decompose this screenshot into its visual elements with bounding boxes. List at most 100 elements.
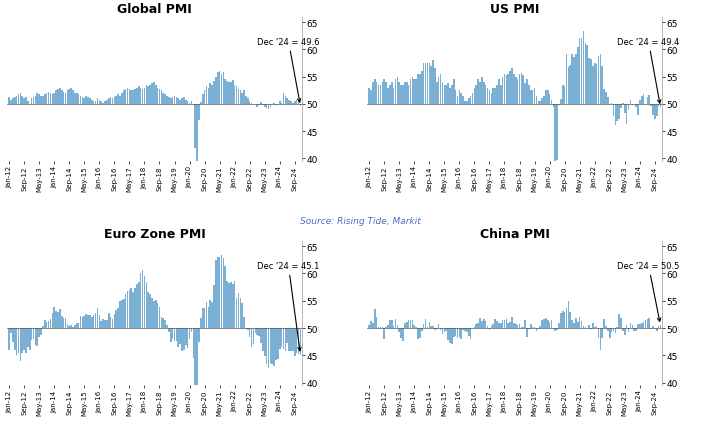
Bar <box>577 322 579 328</box>
Bar <box>538 102 539 105</box>
Bar <box>138 282 140 328</box>
Bar <box>104 320 106 328</box>
Bar <box>654 105 656 119</box>
Bar <box>104 102 106 105</box>
Bar <box>251 328 253 347</box>
Bar <box>269 105 271 107</box>
Bar <box>112 99 113 105</box>
Bar <box>551 320 552 328</box>
Bar <box>588 325 590 328</box>
Bar <box>300 328 301 355</box>
Bar <box>123 91 125 105</box>
Bar <box>489 328 490 330</box>
Bar <box>9 328 10 350</box>
Bar <box>385 83 387 105</box>
Bar <box>114 314 115 328</box>
Bar <box>225 266 226 328</box>
Bar <box>117 95 119 105</box>
Bar <box>53 94 55 105</box>
Bar <box>434 69 436 105</box>
Bar <box>65 318 66 328</box>
Bar <box>391 320 392 328</box>
Bar <box>134 288 136 328</box>
Bar <box>530 91 531 105</box>
Bar <box>630 100 631 105</box>
Bar <box>266 105 267 109</box>
Bar <box>560 100 562 105</box>
Bar <box>575 318 577 328</box>
Bar <box>372 83 374 105</box>
Bar <box>176 98 177 105</box>
Bar <box>27 102 29 105</box>
Bar <box>86 96 87 105</box>
Bar <box>170 328 171 342</box>
Bar <box>393 88 395 105</box>
Bar <box>72 91 73 105</box>
Bar <box>230 283 232 328</box>
Bar <box>9 98 10 105</box>
Bar <box>427 327 428 328</box>
Bar <box>230 83 232 105</box>
Bar <box>391 83 392 105</box>
Bar <box>61 316 63 328</box>
Bar <box>177 99 179 105</box>
Bar <box>284 96 287 105</box>
Bar <box>31 328 32 340</box>
Bar <box>518 324 521 328</box>
Bar <box>264 328 266 357</box>
Bar <box>451 328 453 345</box>
Bar <box>221 255 222 328</box>
Bar <box>628 328 629 332</box>
Bar <box>468 328 469 336</box>
Bar <box>438 325 439 328</box>
Bar <box>528 85 530 105</box>
Bar <box>10 100 12 105</box>
Bar <box>134 89 136 105</box>
Bar <box>268 328 269 368</box>
Bar <box>44 95 45 105</box>
Bar <box>95 313 96 328</box>
Bar <box>468 99 469 105</box>
Bar <box>423 325 425 328</box>
Bar <box>102 103 104 105</box>
Bar <box>419 328 420 339</box>
Bar <box>200 318 202 328</box>
Bar <box>541 321 543 328</box>
Bar <box>142 89 143 105</box>
Bar <box>22 96 23 105</box>
Bar <box>179 328 181 345</box>
Bar <box>444 85 445 105</box>
Bar <box>289 328 290 351</box>
Bar <box>142 271 143 328</box>
Bar <box>498 323 500 328</box>
Bar <box>181 99 183 105</box>
Bar <box>536 96 537 105</box>
Bar <box>532 327 534 328</box>
Bar <box>641 96 642 105</box>
Bar <box>275 328 276 360</box>
Bar <box>557 328 558 330</box>
Text: Dec '24 = 49.6: Dec '24 = 49.6 <box>257 38 320 103</box>
Bar <box>606 93 607 105</box>
Bar <box>618 314 620 328</box>
Bar <box>256 105 258 107</box>
Bar <box>581 321 582 328</box>
Bar <box>496 85 498 105</box>
Bar <box>577 47 579 105</box>
Bar <box>245 328 247 329</box>
Bar <box>508 323 509 328</box>
Bar <box>238 89 239 105</box>
Bar <box>228 83 230 105</box>
Bar <box>18 95 19 105</box>
Bar <box>78 95 79 105</box>
Bar <box>197 328 198 386</box>
Bar <box>515 324 516 328</box>
Bar <box>44 321 45 328</box>
Bar <box>528 328 530 329</box>
Bar <box>427 64 428 105</box>
Bar <box>487 327 488 328</box>
Bar <box>376 83 377 105</box>
Bar <box>198 105 199 121</box>
Bar <box>637 324 639 328</box>
Text: Dec '24 = 45.1: Dec '24 = 45.1 <box>257 261 320 351</box>
